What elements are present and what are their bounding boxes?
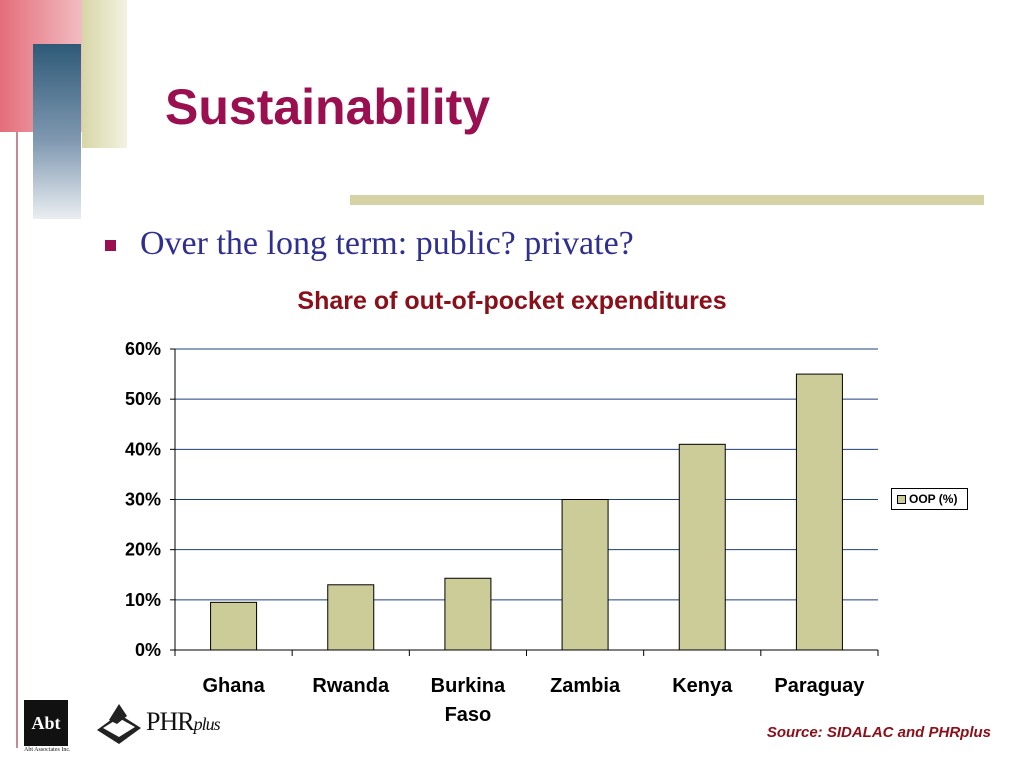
x-tick-label: Paraguay bbox=[774, 675, 865, 697]
source-note: Source: SIDALAC and PHRplus bbox=[766, 724, 991, 741]
y-tick-label: 60% bbox=[125, 339, 161, 359]
slide-title: Sustainability bbox=[165, 79, 491, 135]
y-tick-label: 40% bbox=[125, 439, 161, 459]
abt-logo: Abt bbox=[24, 700, 68, 746]
x-tick-label: Rwanda bbox=[312, 675, 390, 697]
bar bbox=[795, 373, 843, 651]
bullet-square-icon bbox=[105, 240, 116, 251]
y-tick-label: 0% bbox=[135, 640, 161, 660]
deco-vertical-line bbox=[16, 132, 18, 748]
bar bbox=[210, 601, 258, 651]
x-tick-label: Burkina Faso bbox=[431, 675, 506, 726]
phrplus-logo-icon bbox=[97, 704, 141, 744]
phr-suffix: plus bbox=[193, 714, 221, 734]
bar bbox=[327, 584, 375, 651]
y-tick-label: 30% bbox=[125, 490, 161, 510]
chart-legend: OOP (%) bbox=[891, 488, 968, 510]
y-tick-label: 50% bbox=[125, 389, 161, 409]
y-tick-label: 20% bbox=[125, 540, 161, 560]
title-underline bbox=[350, 195, 984, 205]
abt-logo-caption: Abt Associates Inc. bbox=[24, 747, 71, 753]
bar bbox=[444, 577, 492, 651]
legend-label: OOP (%) bbox=[909, 492, 958, 506]
x-tick-label: Ghana bbox=[202, 675, 265, 697]
chart-title: Share of out-of-pocket expenditures bbox=[297, 287, 727, 315]
deco-blue-block bbox=[33, 44, 81, 219]
bullet-text: Over the long term: public? private? bbox=[140, 225, 634, 262]
phr-main: PHR bbox=[146, 707, 195, 736]
x-tick-label: Kenya bbox=[672, 675, 733, 697]
legend-swatch bbox=[897, 495, 906, 504]
deco-olive-block bbox=[82, 0, 127, 148]
bar bbox=[678, 443, 726, 651]
y-tick-label: 10% bbox=[125, 590, 161, 610]
bar bbox=[561, 499, 609, 651]
x-tick-label: Zambia bbox=[550, 675, 621, 697]
phrplus-logo-text: PHRplus bbox=[146, 707, 221, 737]
